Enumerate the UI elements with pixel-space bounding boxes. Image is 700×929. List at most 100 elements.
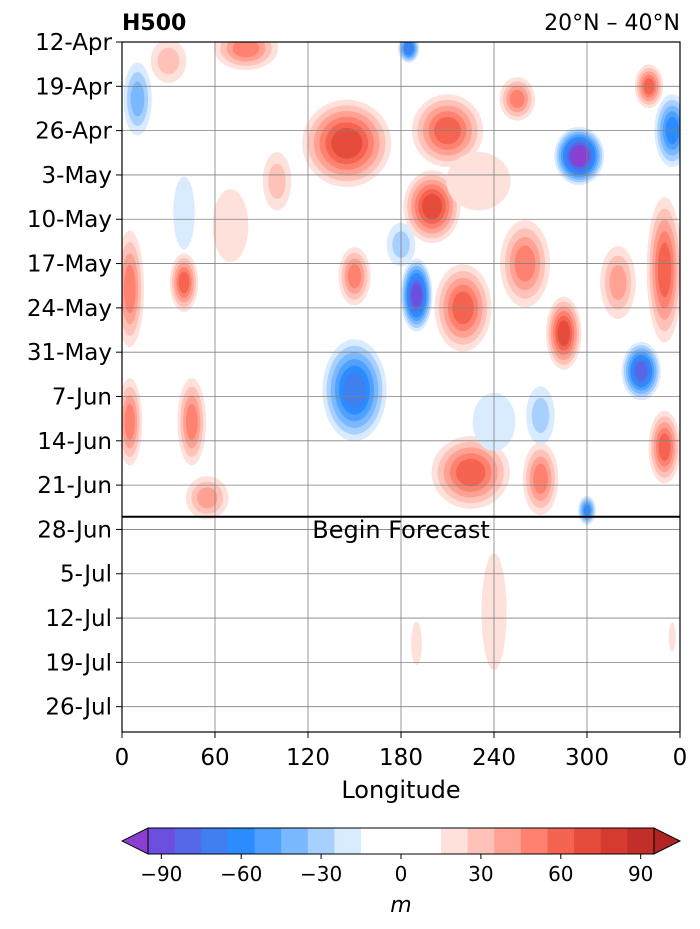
- anomaly-field: [122, 42, 680, 670]
- y-tick-label: 7-Jun: [52, 384, 112, 410]
- colorbar-segment: [254, 828, 282, 854]
- y-tick-label: 5-Jul: [60, 562, 112, 588]
- colorbar-tick-label: 90: [628, 862, 653, 886]
- x-tick-label: 300: [565, 745, 609, 771]
- anomaly-blob: [403, 170, 461, 243]
- contour-level: [212, 189, 249, 262]
- anomaly-blob: [499, 77, 536, 121]
- colorbar-tick-label: 0: [395, 862, 408, 886]
- contour-level: [658, 433, 671, 461]
- contour-level: [411, 283, 422, 307]
- colorbar-segment: [627, 828, 655, 854]
- contour-level: [668, 622, 676, 652]
- contour-level: [634, 361, 648, 381]
- anomaly-blob: [600, 246, 636, 319]
- contour-level: [232, 42, 260, 58]
- contour-level: [509, 89, 525, 109]
- y-tick-label: 12-Jul: [45, 606, 112, 632]
- anomaly-blob: [173, 176, 195, 250]
- colorbar-segment: [467, 828, 495, 854]
- chart-title-left: H500: [122, 11, 186, 36]
- colorbar-tick-label: 30: [468, 862, 493, 886]
- colorbar-tick-label: −30: [300, 862, 342, 886]
- colorbar-extend-high: [653, 827, 682, 855]
- contour-level: [123, 264, 136, 314]
- contour-level: [185, 403, 198, 440]
- colorbar-segment: [174, 828, 202, 854]
- contour-level: [124, 403, 135, 440]
- x-tick-label: 0: [673, 745, 688, 771]
- y-tick-label: 14-Jun: [37, 429, 112, 455]
- anomaly-blob: [648, 410, 680, 484]
- y-tick-label: 21-Jun: [37, 473, 112, 499]
- anomaly-blob: [302, 99, 392, 187]
- anomaly-blob: [123, 62, 152, 136]
- y-tick-label: 3-May: [42, 163, 112, 189]
- anomaly-blob: [446, 152, 511, 211]
- contour-level: [130, 81, 145, 117]
- y-tick-label: 10-May: [27, 207, 112, 233]
- anomaly-blob: [411, 621, 422, 666]
- colorbar-label: m: [390, 893, 411, 918]
- contour-level: [456, 458, 486, 487]
- y-tick-label: 26-Jul: [45, 695, 112, 721]
- x-tick-label: 60: [200, 745, 229, 771]
- anomaly-blob: [668, 622, 676, 652]
- anomaly-blob: [434, 264, 492, 352]
- colorbar-segment: [201, 828, 229, 854]
- contour-level: [571, 147, 587, 165]
- contour-level: [173, 176, 195, 250]
- anomaly-blob: [522, 442, 559, 516]
- y-tick-label: 19-Apr: [35, 74, 112, 100]
- colorbar-segment: [520, 828, 548, 854]
- y-tick-label: 17-May: [27, 252, 112, 278]
- anomaly-blob: [185, 475, 229, 520]
- x-axis-label: Longitude: [341, 776, 460, 804]
- contour-level: [178, 271, 190, 294]
- anomaly-blob: [150, 42, 187, 83]
- colorbar-tick-label: −60: [220, 862, 262, 886]
- contour-level: [405, 43, 413, 54]
- colorbar-segment: [600, 828, 628, 854]
- colorbar-segment: [281, 828, 309, 854]
- contour-level: [343, 372, 366, 409]
- anomaly-blob: [212, 189, 249, 262]
- contour-level: [609, 265, 627, 301]
- anomaly-blob: [554, 126, 605, 186]
- anomaly-blob: [177, 378, 207, 466]
- anomaly-blob: [400, 258, 433, 332]
- y-tick-label: 19-Jul: [45, 650, 112, 676]
- y-axis: 12-Apr 19-Apr 26-Apr 3-May 10-May 17-May 24-Ma…: [27, 30, 122, 721]
- contour-level: [331, 127, 363, 159]
- anomaly-blob: [122, 230, 145, 348]
- contour-level: [531, 397, 550, 434]
- colorbar-segment: [227, 828, 256, 854]
- colorbar-segment: [307, 828, 335, 854]
- contour-level: [422, 193, 442, 220]
- x-tick-label: 120: [286, 745, 330, 771]
- colorbar-segment: [361, 828, 442, 854]
- anomaly-blob: [398, 42, 420, 63]
- contour-level: [411, 621, 422, 666]
- colorbar-segment: [547, 828, 575, 854]
- x-tick-label: 240: [472, 745, 516, 771]
- colorbar-segment: [494, 828, 522, 854]
- colorbar-segment: [334, 828, 362, 854]
- colorbar-extend-low: [120, 827, 149, 855]
- anomaly-blob: [545, 296, 582, 370]
- y-tick-label: 12-Apr: [35, 30, 112, 56]
- anomaly-blob: [322, 339, 387, 442]
- colorbar-segment: [440, 828, 469, 854]
- anomaly-blob: [526, 386, 555, 445]
- x-tick-label: 180: [379, 745, 423, 771]
- y-tick-label: 28-Jun: [37, 517, 112, 543]
- x-axis: 0 60 120 180 240 300 0: [115, 732, 688, 771]
- forecast-label: Begin Forecast: [312, 516, 490, 544]
- anomaly-blob: [338, 247, 371, 306]
- anomaly-blob: [646, 197, 680, 343]
- chart-title-right: 20°N – 40°N: [544, 11, 680, 36]
- y-tick-label: 24-May: [27, 296, 112, 322]
- x-tick-label: 0: [115, 745, 130, 771]
- colorbar-segment: [574, 828, 602, 854]
